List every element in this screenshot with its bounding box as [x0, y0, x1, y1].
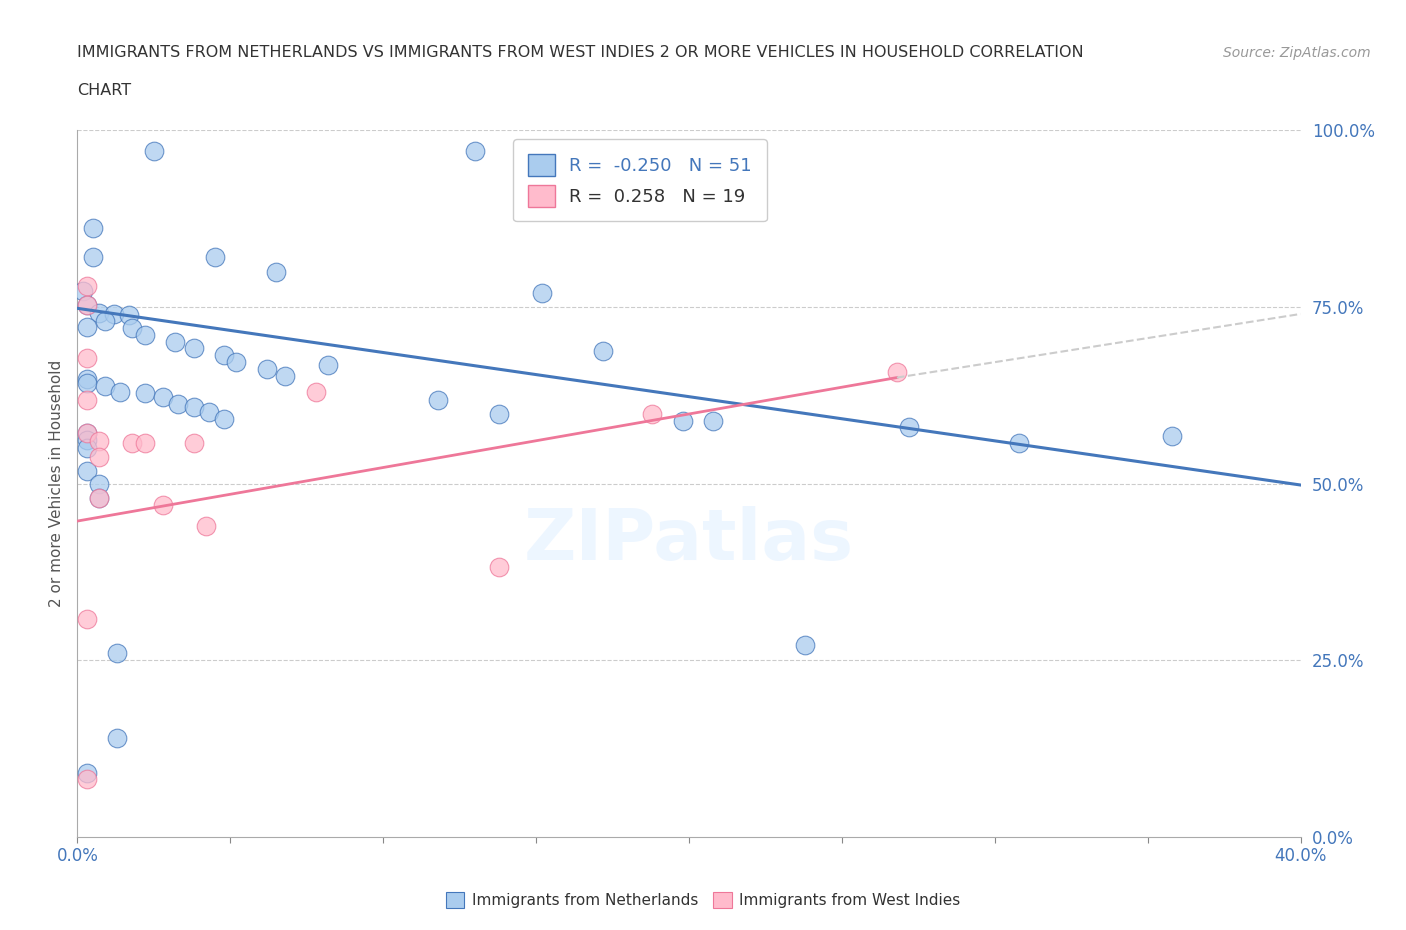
Point	[76, 425, 98, 440]
Point	[105, 731, 128, 746]
Point	[212, 411, 235, 426]
Text: ZIPatlas: ZIPatlas	[524, 506, 853, 575]
Text: Source: ZipAtlas.com: Source: ZipAtlas.com	[1223, 46, 1371, 60]
Point	[121, 435, 143, 450]
Point	[87, 490, 110, 505]
Point	[194, 519, 217, 534]
Point	[886, 365, 908, 379]
Point	[76, 612, 98, 627]
Point	[76, 441, 98, 456]
Point	[76, 351, 98, 365]
Point	[274, 368, 297, 383]
Point	[225, 354, 247, 369]
Point	[76, 425, 98, 440]
Point	[76, 372, 98, 387]
Point	[87, 433, 110, 448]
Point	[82, 220, 104, 235]
Point	[898, 419, 921, 434]
Point	[672, 414, 695, 429]
Point	[212, 348, 235, 363]
Point	[256, 362, 278, 377]
Point	[1008, 435, 1031, 450]
Point	[118, 308, 141, 323]
Point	[76, 432, 98, 447]
Y-axis label: 2 or more Vehicles in Household: 2 or more Vehicles in Household	[49, 360, 65, 607]
Point	[488, 407, 510, 422]
Point	[76, 298, 98, 312]
Point	[702, 414, 724, 429]
Text: IMMIGRANTS FROM NETHERLANDS VS IMMIGRANTS FROM WEST INDIES 2 OR MORE VEHICLES IN: IMMIGRANTS FROM NETHERLANDS VS IMMIGRANT…	[77, 46, 1084, 60]
Point	[94, 313, 117, 328]
Point	[198, 404, 221, 418]
Point	[641, 407, 664, 422]
Point	[76, 772, 98, 787]
Point	[134, 435, 156, 450]
Point	[105, 645, 128, 660]
Point	[87, 305, 110, 320]
Point	[94, 379, 117, 393]
Point	[488, 560, 510, 575]
Point	[76, 766, 98, 781]
Point	[87, 476, 110, 491]
Point	[165, 335, 187, 350]
Point	[76, 392, 98, 407]
Point	[152, 498, 174, 512]
Point	[134, 386, 156, 401]
Point	[76, 298, 98, 312]
Legend: Immigrants from Netherlands, Immigrants from West Indies: Immigrants from Netherlands, Immigrants …	[440, 885, 966, 914]
Point	[76, 376, 98, 391]
Point	[87, 449, 110, 464]
Point	[76, 463, 98, 478]
Point	[464, 144, 486, 159]
Point	[142, 144, 165, 159]
Point	[592, 343, 614, 358]
Point	[264, 264, 287, 279]
Point	[134, 327, 156, 342]
Point	[108, 384, 131, 399]
Point	[76, 319, 98, 334]
Point	[167, 397, 190, 412]
Point	[82, 250, 104, 265]
Point	[183, 340, 205, 355]
Point	[305, 384, 328, 399]
Point	[531, 286, 554, 300]
Point	[204, 250, 226, 265]
Legend: R =  -0.250   N = 51, R =  0.258   N = 19: R = -0.250 N = 51, R = 0.258 N = 19	[513, 140, 766, 221]
Point	[72, 284, 94, 299]
Point	[316, 357, 339, 372]
Point	[103, 307, 125, 322]
Point	[121, 321, 143, 336]
Text: CHART: CHART	[77, 83, 131, 98]
Point	[794, 637, 817, 652]
Point	[1161, 428, 1184, 443]
Point	[427, 392, 450, 407]
Point	[183, 400, 205, 415]
Point	[87, 490, 110, 505]
Point	[76, 278, 98, 293]
Point	[152, 390, 174, 405]
Point	[183, 435, 205, 450]
